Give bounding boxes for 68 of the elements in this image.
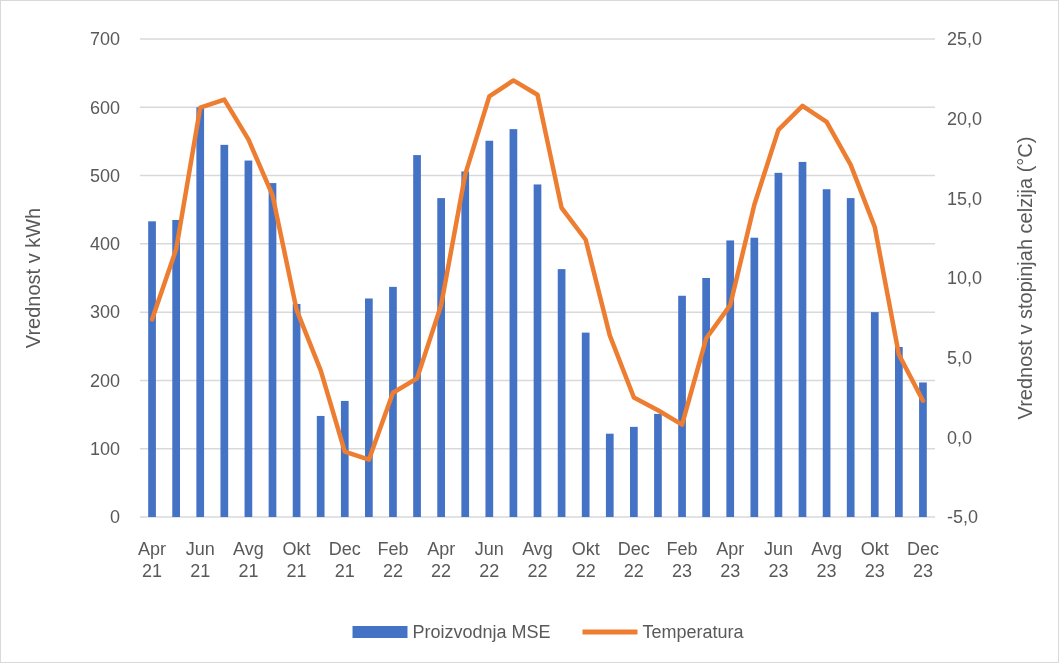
bar — [389, 286, 397, 517]
bar — [919, 382, 927, 517]
x-tick-label: Apr 21 — [138, 539, 167, 581]
x-tick-label: Okt 22 — [571, 539, 600, 581]
y2-tick-label: 20,0 — [947, 108, 983, 129]
bar — [413, 155, 421, 517]
bar — [654, 413, 662, 517]
y2-tick-label: 10,0 — [947, 268, 983, 289]
y-tick-label: 100 — [89, 439, 120, 460]
bar — [581, 332, 590, 517]
x-tick-label: Feb 22 — [377, 539, 409, 581]
x-tick-label: Apr 22 — [427, 539, 456, 581]
legend-label: Proizvodnja MSE — [412, 622, 551, 643]
y-tick-label: 0 — [109, 507, 120, 528]
x-tick-label: Dec 23 — [906, 539, 939, 581]
x-tick-label: Apr 23 — [716, 539, 745, 581]
bar — [340, 400, 349, 517]
y-tick-label: 500 — [89, 165, 120, 186]
bar — [196, 107, 205, 517]
bar — [895, 346, 903, 517]
y2-tick-label: 25,0 — [947, 29, 983, 50]
x-tick-label: Jun 21 — [185, 539, 215, 581]
bar — [509, 129, 518, 517]
x-tick-label: Feb 23 — [666, 539, 698, 581]
x-tick-label: Dec 22 — [617, 539, 650, 581]
bar — [798, 161, 807, 517]
x-tick-label: Avg 21 — [233, 539, 264, 581]
bar — [485, 140, 494, 517]
y2-axis-title: Vrednost v stopinjah celzija (°C) — [1014, 136, 1036, 420]
y2-tick-label: 15,0 — [947, 188, 983, 209]
x-tick-label: Jun 22 — [474, 539, 504, 581]
bar — [774, 172, 783, 517]
bar — [172, 219, 180, 517]
y-tick-label: 700 — [89, 29, 120, 50]
bar — [244, 160, 253, 517]
bar — [750, 237, 759, 517]
x-tick-label: Jun 23 — [763, 539, 793, 581]
y-tick-label: 600 — [89, 97, 120, 118]
bar — [437, 198, 445, 517]
x-tick-label: Avg 23 — [811, 539, 842, 581]
bar — [557, 269, 566, 517]
y-tick-label: 300 — [89, 302, 120, 323]
bar — [822, 189, 831, 517]
x-tick-label: Dec 21 — [328, 539, 361, 581]
bar — [870, 312, 879, 517]
y-tick-label: 200 — [89, 370, 120, 391]
y2-tick-label: -5,0 — [947, 507, 979, 528]
bar — [220, 144, 229, 517]
bar — [726, 240, 735, 517]
x-tick-label: Okt 23 — [860, 539, 889, 581]
bar — [678, 295, 686, 517]
y2-tick-label: 5,0 — [947, 347, 973, 368]
y-axis-title: Vrednost v kWh — [22, 207, 44, 349]
bar — [316, 415, 325, 517]
bar — [702, 278, 710, 517]
x-tick-label: Avg 22 — [522, 539, 553, 581]
bar — [461, 171, 470, 517]
line-series — [149, 78, 926, 462]
bar — [846, 198, 855, 517]
bar — [148, 221, 156, 517]
x-tick-label: Okt 21 — [282, 539, 311, 581]
y2-tick-label: 0,0 — [947, 427, 973, 448]
bar — [533, 184, 542, 517]
bar — [365, 298, 373, 517]
bar — [630, 426, 638, 517]
bar — [605, 433, 614, 517]
y-tick-label: 400 — [89, 234, 120, 255]
legend-label: Temperatura — [642, 622, 745, 643]
